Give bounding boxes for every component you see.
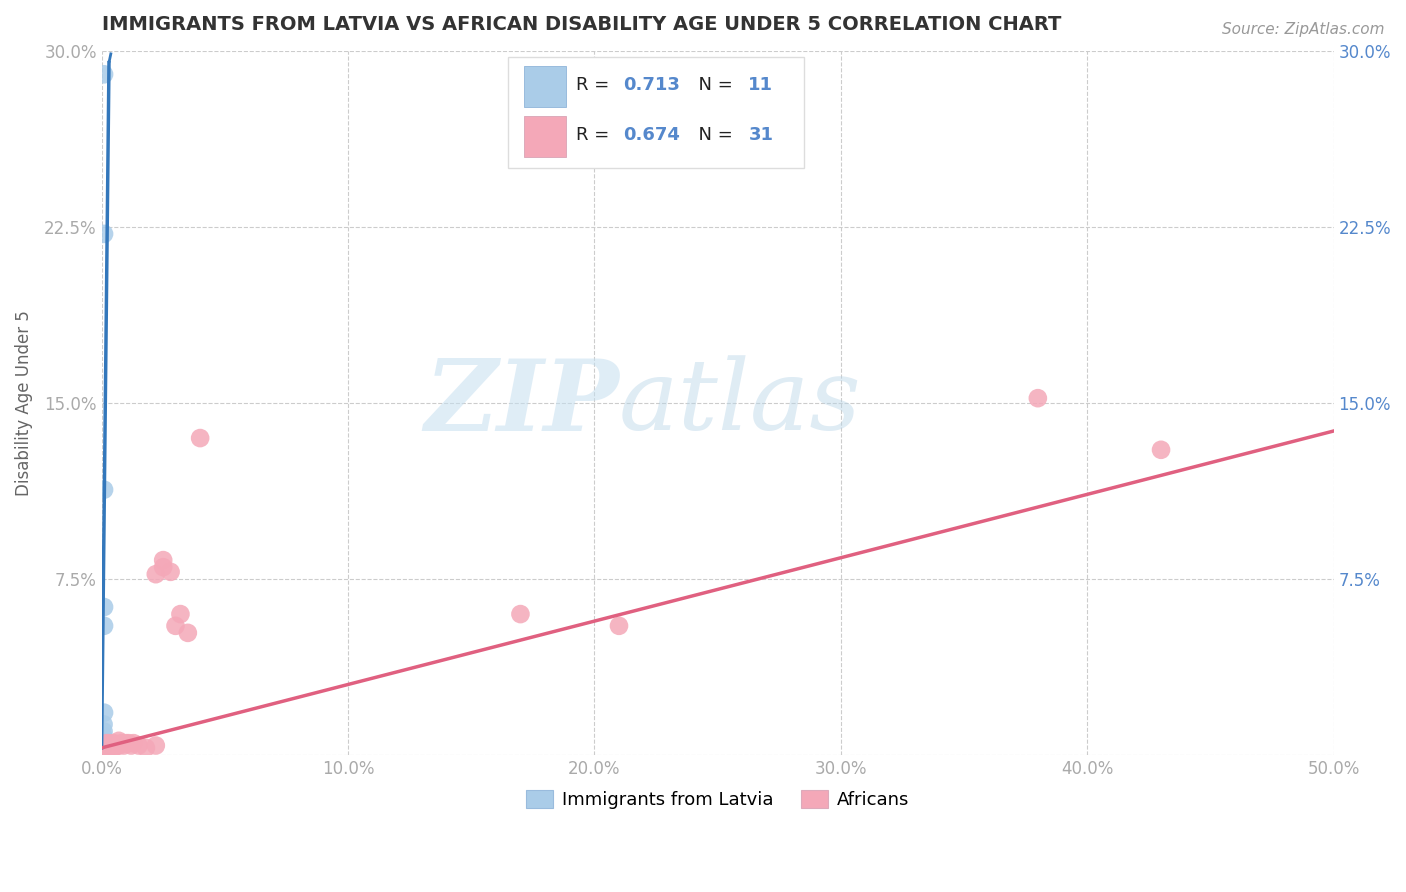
Point xyxy=(98,736,121,750)
Legend: Immigrants from Latvia, Africans: Immigrants from Latvia, Africans xyxy=(519,782,917,816)
Point xyxy=(91,736,114,750)
Point xyxy=(177,625,200,640)
Text: 11: 11 xyxy=(748,76,773,94)
Point xyxy=(122,736,145,750)
Point xyxy=(509,607,531,621)
Point xyxy=(93,717,115,731)
Point xyxy=(98,740,121,755)
Point xyxy=(93,600,115,615)
Text: 0.674: 0.674 xyxy=(623,126,679,144)
Point xyxy=(128,739,150,753)
Point xyxy=(112,739,135,753)
Point xyxy=(169,607,191,621)
Point xyxy=(93,483,115,497)
Point xyxy=(93,706,115,720)
Point xyxy=(145,567,167,582)
Text: R =: R = xyxy=(576,76,614,94)
Point xyxy=(115,736,138,750)
Point xyxy=(145,739,167,753)
Point xyxy=(1150,442,1173,457)
Point xyxy=(152,553,174,567)
Point xyxy=(103,740,125,755)
Point xyxy=(93,743,115,757)
Point xyxy=(118,736,141,750)
Point xyxy=(93,67,115,81)
Text: IMMIGRANTS FROM LATVIA VS AFRICAN DISABILITY AGE UNDER 5 CORRELATION CHART: IMMIGRANTS FROM LATVIA VS AFRICAN DISABI… xyxy=(101,15,1062,34)
Point xyxy=(135,740,157,755)
Point xyxy=(120,739,142,753)
FancyBboxPatch shape xyxy=(524,66,567,107)
Point xyxy=(93,724,115,739)
Point xyxy=(93,619,115,633)
Text: N =: N = xyxy=(686,126,738,144)
Text: R =: R = xyxy=(576,126,614,144)
Point xyxy=(91,729,114,743)
FancyBboxPatch shape xyxy=(508,57,804,169)
Text: 31: 31 xyxy=(748,126,773,144)
Text: ZIP: ZIP xyxy=(425,355,619,451)
Point xyxy=(159,565,181,579)
Point xyxy=(152,560,174,574)
Point xyxy=(93,227,115,241)
Text: Source: ZipAtlas.com: Source: ZipAtlas.com xyxy=(1222,22,1385,37)
Point xyxy=(110,736,132,750)
Point xyxy=(188,431,211,445)
Text: 0.713: 0.713 xyxy=(623,76,679,94)
Point xyxy=(607,619,630,633)
Point xyxy=(96,740,118,755)
Y-axis label: Disability Age Under 5: Disability Age Under 5 xyxy=(15,310,32,496)
Point xyxy=(100,739,122,753)
Point xyxy=(165,619,187,633)
Point xyxy=(105,739,128,753)
Text: atlas: atlas xyxy=(619,355,862,450)
Text: N =: N = xyxy=(686,76,738,94)
Point xyxy=(108,739,131,753)
Point xyxy=(103,736,125,750)
FancyBboxPatch shape xyxy=(524,116,567,158)
Point xyxy=(96,736,118,750)
Point xyxy=(91,740,114,755)
Point xyxy=(1026,391,1049,405)
Point xyxy=(108,734,131,748)
